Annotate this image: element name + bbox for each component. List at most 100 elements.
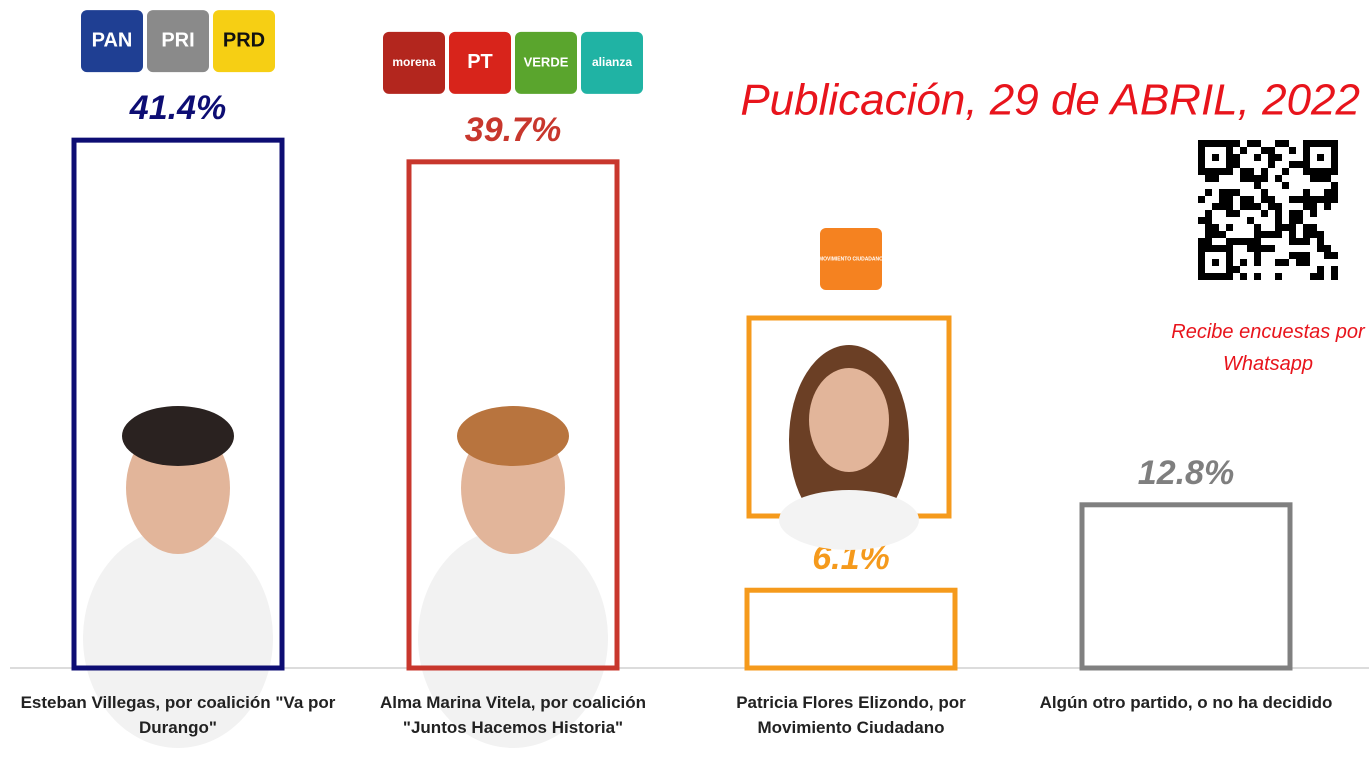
qr-cell	[1240, 273, 1247, 280]
qr-cell	[1261, 210, 1268, 217]
qr-cell	[1219, 231, 1226, 238]
party-logo-text: PT	[467, 51, 493, 73]
qr-cell	[1226, 147, 1233, 154]
qr-cell	[1275, 210, 1282, 217]
qr-cell	[1317, 140, 1324, 147]
qr-cell	[1226, 203, 1233, 210]
qr-cell	[1254, 203, 1261, 210]
qr-cell	[1331, 161, 1338, 168]
qr-cell	[1331, 147, 1338, 154]
bar	[1079, 502, 1293, 671]
qr-cell	[1205, 273, 1212, 280]
qr-cell	[1282, 224, 1289, 231]
qr-cell	[1317, 266, 1324, 273]
value-label: 41.4%	[129, 89, 226, 127]
x-tick-label: Patricia Flores Elizondo, por Movimiento…	[736, 693, 966, 737]
party-logo-text: MOVIMIENTO CIUDADANO	[819, 256, 883, 262]
qr-cell	[1289, 196, 1296, 203]
qr-cell	[1240, 175, 1247, 182]
qr-cell	[1296, 217, 1303, 224]
qr-cell	[1254, 182, 1261, 189]
qr-cell	[1198, 168, 1205, 175]
qr-cell	[1247, 140, 1254, 147]
qr-cell	[1282, 140, 1289, 147]
qr-cell	[1275, 224, 1282, 231]
qr-cell	[1212, 224, 1219, 231]
qr-cell	[1275, 203, 1282, 210]
qr-cell	[1233, 140, 1240, 147]
bar	[406, 159, 620, 671]
qr-cell	[1303, 224, 1310, 231]
qr-cell	[1226, 266, 1233, 273]
bar	[71, 137, 285, 671]
x-tick-label: Alma Marina Vitela, por coalición "Junto…	[379, 693, 647, 737]
qr-cell	[1282, 168, 1289, 175]
qr-cell	[1247, 217, 1254, 224]
qr-cell	[1317, 154, 1324, 161]
party-logo-text: alianza	[592, 55, 632, 69]
qr-cell	[1205, 168, 1212, 175]
qr-cell	[1247, 168, 1254, 175]
qr-cell	[1226, 273, 1233, 280]
qr-cell	[1331, 273, 1338, 280]
qr-cell	[1324, 245, 1331, 252]
qr-cell	[1275, 273, 1282, 280]
qr-cell	[1233, 189, 1240, 196]
qr-cell	[1275, 231, 1282, 238]
qr-cell	[1331, 140, 1338, 147]
qr-cell	[1303, 189, 1310, 196]
qr-cell	[1254, 140, 1261, 147]
qr-cell	[1303, 203, 1310, 210]
qr-cell	[1226, 210, 1233, 217]
photo-head	[809, 368, 889, 472]
qr-cell	[1331, 252, 1338, 259]
x-tick-label: Algún otro partido, o no ha decidido	[1039, 693, 1333, 712]
qr-cell	[1233, 210, 1240, 217]
qr-cell	[1233, 238, 1240, 245]
qr-cell	[1198, 252, 1205, 259]
qr-cell	[1303, 147, 1310, 154]
photo-hair	[457, 406, 569, 466]
qr-cell	[1240, 259, 1247, 266]
party-logo	[820, 228, 882, 290]
annotation: Recibe encuestas por Whatsapp	[1171, 321, 1365, 375]
party-logo-text: VERDE	[524, 54, 569, 69]
qr-cell	[1331, 182, 1338, 189]
qr-cell	[1331, 196, 1338, 203]
qr-cell	[1268, 154, 1275, 161]
qr-cell	[1261, 231, 1268, 238]
qr-cell	[1205, 238, 1212, 245]
qr-cell	[1198, 259, 1205, 266]
qr-cell	[1275, 217, 1282, 224]
qr-cell	[1268, 147, 1275, 154]
qr-cell	[1317, 273, 1324, 280]
qr-cell	[1219, 140, 1226, 147]
qr-cell	[1219, 273, 1226, 280]
qr-cell	[1296, 196, 1303, 203]
qr-cell	[1219, 168, 1226, 175]
qr-cell	[1219, 203, 1226, 210]
qr-cell	[1289, 210, 1296, 217]
bar	[744, 587, 958, 671]
qr-cell	[1310, 224, 1317, 231]
qr-cell	[1268, 203, 1275, 210]
qr-cell	[1247, 196, 1254, 203]
qr-cell	[1303, 259, 1310, 266]
qr-cell	[1289, 252, 1296, 259]
qr-cell	[1226, 154, 1233, 161]
qr-cell	[1289, 161, 1296, 168]
qr-cell	[1233, 154, 1240, 161]
qr-cell	[1240, 147, 1247, 154]
qr-cell	[1254, 245, 1261, 252]
qr-cell	[1303, 196, 1310, 203]
candidate-photo	[418, 406, 608, 748]
qr-cell	[1212, 168, 1219, 175]
qr-cell	[1226, 252, 1233, 259]
qr-cell	[1198, 196, 1205, 203]
qr-cell	[1324, 140, 1331, 147]
qr-cell	[1254, 238, 1261, 245]
qr-cell	[1212, 259, 1219, 266]
qr-cell	[1247, 203, 1254, 210]
qr-cell	[1198, 273, 1205, 280]
